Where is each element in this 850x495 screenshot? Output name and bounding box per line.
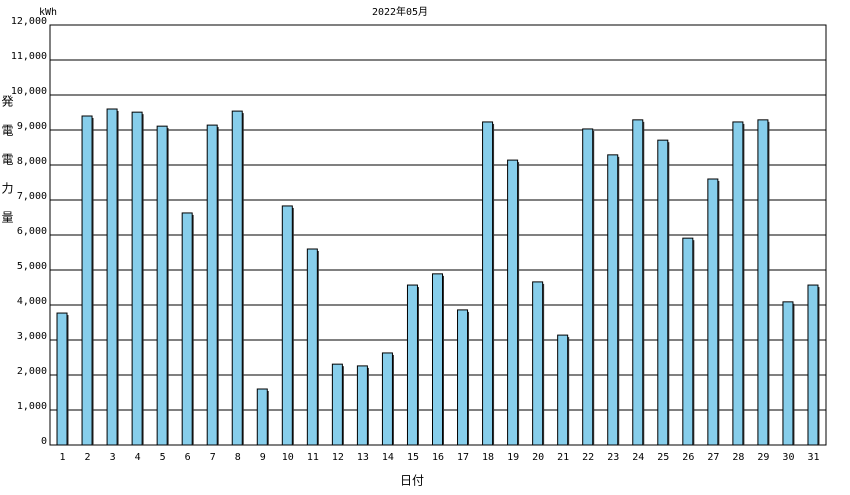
y-tick-label: 11,000	[11, 51, 47, 62]
bar	[256, 388, 268, 446]
x-tick-label: 9	[260, 452, 266, 463]
chart-title: 2022年05月	[372, 5, 428, 18]
y-tick-label: 2,000	[17, 366, 47, 377]
x-tick-label: 2	[85, 452, 91, 463]
x-tick-label: 19	[507, 452, 519, 463]
x-axis-title: 日付	[400, 474, 424, 488]
y-tick-label: 8,000	[17, 156, 47, 167]
y-tick-label: 1,000	[17, 401, 47, 412]
unit-label: kWh	[39, 7, 57, 18]
x-tick-label: 18	[482, 452, 494, 463]
bar	[81, 115, 93, 446]
x-tick-label: 15	[407, 452, 419, 463]
bar	[106, 108, 118, 446]
x-tick-label: 8	[235, 452, 241, 463]
x-tick-label: 16	[432, 452, 444, 463]
y-tick-label: 5,000	[17, 261, 47, 272]
x-tick-label: 21	[557, 452, 569, 463]
x-tick-label: 5	[160, 452, 166, 463]
bar	[657, 139, 669, 446]
x-tick-label: 7	[210, 452, 216, 463]
bar	[557, 334, 569, 446]
x-tick-label: 13	[357, 452, 369, 463]
bar	[757, 119, 769, 446]
x-tick-label: 27	[707, 452, 719, 463]
x-tick-label: 11	[307, 452, 319, 463]
bar	[582, 128, 594, 446]
bar	[56, 312, 68, 446]
bar	[807, 284, 819, 446]
x-tick-label: 4	[135, 452, 141, 463]
bar	[131, 111, 143, 446]
x-tick-label: 3	[110, 452, 116, 463]
x-tick-label: 25	[657, 452, 669, 463]
y-tick-label: 10,000	[11, 86, 47, 97]
y-tick-label: 3,000	[17, 331, 47, 342]
x-tick-label: 26	[682, 452, 694, 463]
bar	[231, 110, 243, 446]
bar	[732, 121, 744, 446]
bar	[406, 284, 418, 446]
bar	[156, 125, 168, 446]
x-tick-label: 17	[457, 452, 469, 463]
bar	[457, 309, 469, 446]
bar	[507, 159, 519, 446]
bar	[632, 119, 644, 446]
bar	[381, 352, 393, 446]
y-tick-label: 6,000	[17, 226, 47, 237]
x-tick-label: 14	[382, 452, 394, 463]
x-tick-label: 24	[632, 452, 644, 463]
y-tick-label: 4,000	[17, 296, 47, 307]
bar	[181, 212, 193, 446]
bar	[281, 205, 293, 446]
x-tick-label: 20	[532, 452, 544, 463]
y-tick-label: 9,000	[17, 121, 47, 132]
y-axis-title: 発電電力量	[0, 95, 14, 240]
x-tick-label: 29	[757, 452, 769, 463]
bar	[532, 281, 544, 446]
y-tick-label: 7,000	[17, 191, 47, 202]
bar	[707, 178, 719, 446]
x-tick-label: 31	[807, 452, 819, 463]
bar	[206, 124, 218, 446]
x-tick-label: 1	[60, 452, 66, 463]
bar	[782, 301, 794, 446]
x-tick-label: 6	[185, 452, 191, 463]
x-tick-label: 22	[582, 452, 594, 463]
y-tick-label: 0	[41, 436, 47, 447]
x-tick-label: 12	[332, 452, 344, 463]
bar	[482, 121, 494, 446]
x-tick-label: 28	[732, 452, 744, 463]
x-tick-label: 30	[782, 452, 794, 463]
bar	[682, 237, 694, 446]
x-tick-label: 10	[282, 452, 294, 463]
y-tick-label: 12,000	[11, 16, 47, 27]
bar	[607, 154, 619, 446]
bar	[306, 248, 318, 446]
bar	[432, 273, 443, 446]
bar	[331, 363, 343, 446]
x-tick-label: 23	[607, 452, 619, 463]
bar	[356, 365, 368, 446]
